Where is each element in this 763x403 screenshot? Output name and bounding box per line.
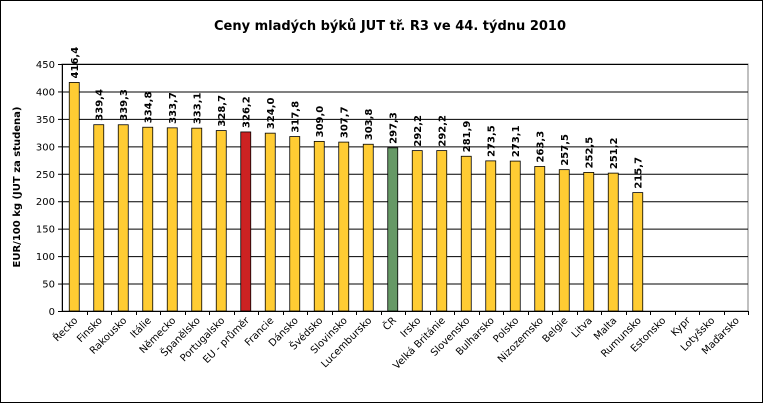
data-label: 281,9	[462, 121, 473, 153]
bar	[485, 160, 497, 312]
bar	[215, 130, 227, 312]
data-label: 263,3	[536, 131, 547, 163]
bar	[289, 136, 301, 312]
bar	[313, 140, 325, 312]
data-label: 307,7	[340, 106, 351, 138]
bar	[362, 143, 374, 312]
x-tick-label: ČR	[380, 314, 399, 333]
y-tick-label: 250	[36, 170, 55, 181]
data-label: 273,5	[487, 125, 498, 157]
y-tick-label: 300	[36, 142, 55, 153]
data-label: 251,2	[609, 137, 620, 169]
y-tick-label: 450	[36, 60, 55, 71]
x-tick-label: Řecko	[50, 314, 80, 344]
data-label: 328,7	[217, 95, 228, 127]
bar	[558, 169, 570, 312]
y-tick-label: 50	[42, 280, 55, 291]
bar	[264, 132, 276, 312]
data-label: 317,8	[291, 101, 302, 133]
bar	[387, 147, 399, 312]
data-label: 339,4	[95, 89, 106, 121]
gridlines	[61, 63, 749, 312]
bar	[411, 150, 423, 312]
bar	[534, 166, 546, 312]
y-tick-label: 0	[49, 307, 55, 318]
bar	[68, 82, 80, 312]
y-tick-label: 200	[36, 197, 55, 208]
y-tick-label: 400	[36, 87, 55, 98]
x-tick-label: Litva	[570, 315, 595, 340]
bar	[338, 141, 350, 312]
data-label: 326,2	[242, 96, 253, 128]
bar	[436, 150, 448, 312]
data-label: 303,8	[364, 109, 375, 141]
x-tick-label: Belgie	[541, 315, 571, 345]
bars	[68, 82, 644, 312]
plot-area	[61, 63, 749, 312]
data-label: 273,1	[511, 125, 522, 157]
bar	[607, 172, 619, 312]
bar	[460, 155, 472, 312]
data-label: 252,5	[585, 137, 596, 169]
data-label: 324,0	[266, 97, 277, 129]
data-label: 339,3	[119, 89, 130, 121]
data-label: 215,7	[634, 157, 645, 189]
bar	[240, 131, 252, 312]
y-tick-label: 150	[36, 225, 55, 236]
bar	[93, 124, 105, 312]
data-label: 297,3	[389, 112, 400, 144]
bar	[142, 126, 154, 312]
bar	[117, 124, 129, 312]
data-label: 292,2	[413, 115, 424, 147]
bar	[583, 172, 595, 312]
data-label: 334,8	[144, 92, 155, 124]
y-axis-label: EUR/100 kg (JUT za studena)	[12, 107, 23, 268]
data-labels: 416,4 339,4 339,3 334,8 333,7 333,1 328,7 326,2…	[70, 47, 645, 189]
bar	[166, 127, 178, 312]
y-tick-label: 100	[36, 252, 55, 263]
bar	[191, 127, 203, 312]
chart-title: Ceny mladých býků JUT tř. R3 ve 44. týdn…	[214, 19, 566, 34]
data-label: 292,2	[438, 115, 449, 147]
y-tick-label: 350	[36, 115, 55, 126]
data-label: 416,4	[70, 47, 81, 79]
data-label: 309,0	[315, 106, 326, 138]
data-label: 333,1	[193, 92, 204, 124]
data-label: 333,7	[168, 92, 179, 124]
bar	[632, 192, 644, 312]
bar	[509, 160, 521, 312]
data-label: 257,5	[560, 134, 571, 166]
